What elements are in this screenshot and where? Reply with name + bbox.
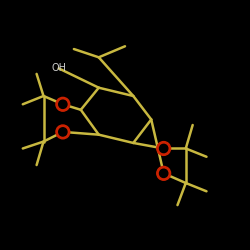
Circle shape: [59, 100, 67, 108]
Circle shape: [56, 98, 70, 111]
Circle shape: [56, 125, 70, 139]
Circle shape: [157, 142, 170, 156]
Circle shape: [160, 169, 168, 177]
Circle shape: [157, 166, 170, 180]
Circle shape: [160, 144, 168, 152]
Text: OH: OH: [51, 63, 66, 73]
Circle shape: [59, 128, 67, 136]
